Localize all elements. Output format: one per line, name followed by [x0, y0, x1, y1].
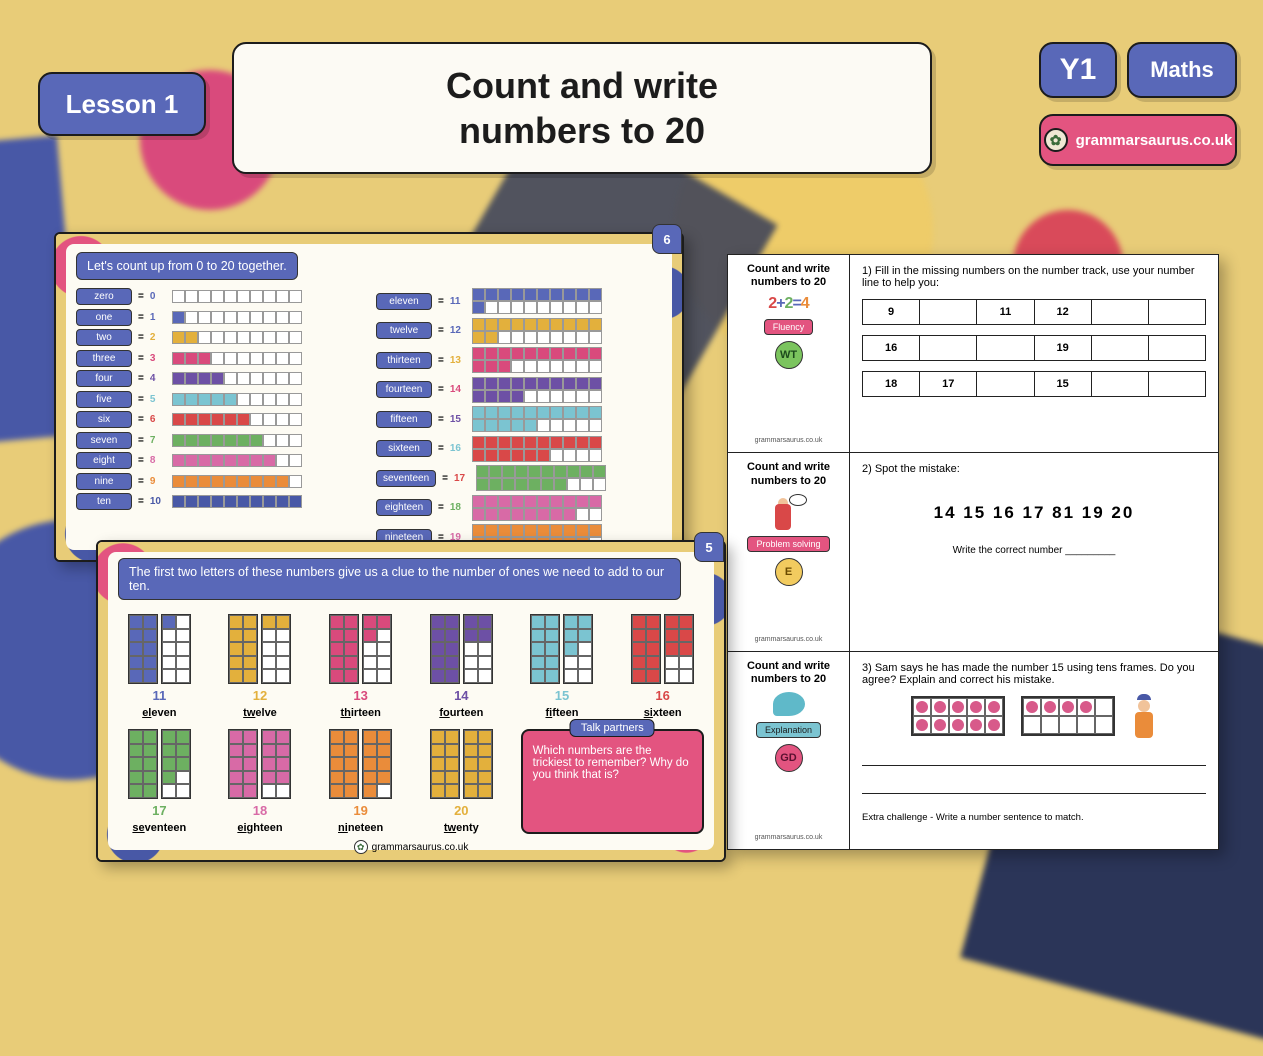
footer-logo-icon: ✿	[354, 840, 368, 854]
explanation-tag: Explanation	[756, 722, 821, 738]
slide-a-banner: Let's count up from 0 to 20 together.	[76, 252, 298, 280]
brand-badge: ✿ grammarsaurus.co.uk	[1039, 114, 1237, 166]
q2-text: 2) Spot the mistake:	[862, 463, 1206, 475]
worksheet-q1: Count and write numbers to 20 2+2=4 Flue…	[728, 255, 1218, 452]
q1-brand: grammarsaurus.co.uk	[755, 437, 823, 444]
worker-icon	[1131, 696, 1157, 738]
q3-body: 3) Sam says he has made the number 15 us…	[850, 652, 1218, 849]
year-badge: Y1	[1039, 42, 1117, 98]
q3-frames-row	[862, 696, 1206, 738]
slide-a-page-number: 6	[652, 224, 682, 254]
fluency-icon: 2+2=4	[768, 295, 808, 313]
title-line-1: Count and write	[446, 63, 718, 108]
number-track-a: 91112	[862, 299, 1206, 325]
number-track-b: 1619	[862, 335, 1206, 361]
brand-text: grammarsaurus.co.uk	[1076, 132, 1233, 149]
number-track-c: 181715	[862, 371, 1206, 397]
fluency-tag: Fluency	[764, 319, 814, 335]
worksheet: Count and write numbers to 20 2+2=4 Flue…	[727, 254, 1219, 850]
teens-grid: 11eleven12twelve13thirteen14fourteen15fi…	[118, 614, 704, 834]
q2-sequence: 14 15 16 17 81 19 20	[862, 503, 1206, 523]
gd-badge: GD	[775, 744, 803, 772]
q3-text: 3) Sam says he has made the number 15 us…	[862, 662, 1206, 686]
tens-frame-2	[1021, 696, 1115, 736]
slide-b-footer: ✿ grammarsaurus.co.uk	[118, 840, 704, 854]
explanation-icon	[773, 692, 805, 716]
q1-text: 1) Fill in the missing numbers on the nu…	[862, 265, 1206, 289]
footer-brand-text: grammarsaurus.co.uk	[372, 842, 469, 853]
problem-solving-icon	[771, 494, 807, 530]
worksheet-q3: Count and write numbers to 20 Explanatio…	[728, 651, 1218, 849]
q2-side-title: Count and write numbers to 20	[732, 461, 845, 487]
q1-side-title: Count and write numbers to 20	[732, 263, 845, 289]
wt-badge: WT	[775, 341, 803, 369]
problem-solving-tag: Problem solving	[747, 536, 829, 552]
slide-card-teens: 5 The first two letters of these numbers…	[96, 540, 726, 862]
q3-brand: grammarsaurus.co.uk	[755, 834, 823, 841]
q3-side-title: Count and write numbers to 20	[732, 660, 845, 686]
q3-extra: Extra challenge - Write a number sentenc…	[862, 812, 1206, 823]
q2-brand: grammarsaurus.co.uk	[755, 636, 823, 643]
title-card: Count and write numbers to 20	[232, 42, 932, 174]
q3-sidebar: Count and write numbers to 20 Explanatio…	[728, 652, 850, 849]
answer-line-1	[862, 748, 1206, 766]
brand-logo-icon: ✿	[1044, 128, 1068, 152]
tens-frame-1	[911, 696, 1005, 736]
slide-b-page-number: 5	[694, 532, 724, 562]
q1-body: 1) Fill in the missing numbers on the nu…	[850, 255, 1218, 452]
title-line-2: numbers to 20	[459, 108, 705, 153]
q2-body: 2) Spot the mistake: 14 15 16 17 81 19 2…	[850, 453, 1218, 650]
q2-sidebar: Count and write numbers to 20 Problem so…	[728, 453, 850, 650]
lesson-badge: Lesson 1	[38, 72, 206, 136]
subject-badge: Maths	[1127, 42, 1237, 98]
slide-card-count-0-20: 6 Let's count up from 0 to 20 together. …	[54, 232, 684, 562]
slide-b-banner: The first two letters of these numbers g…	[118, 558, 681, 600]
q1-sidebar: Count and write numbers to 20 2+2=4 Flue…	[728, 255, 850, 452]
answer-line-2	[862, 776, 1206, 794]
e-badge: E	[775, 558, 803, 586]
count-grid: zero=0one=1two=2three=3four=4five=5six=6…	[76, 288, 662, 550]
q2-prompt: Write the correct number _________	[862, 545, 1206, 556]
worksheet-q2: Count and write numbers to 20 Problem so…	[728, 452, 1218, 650]
